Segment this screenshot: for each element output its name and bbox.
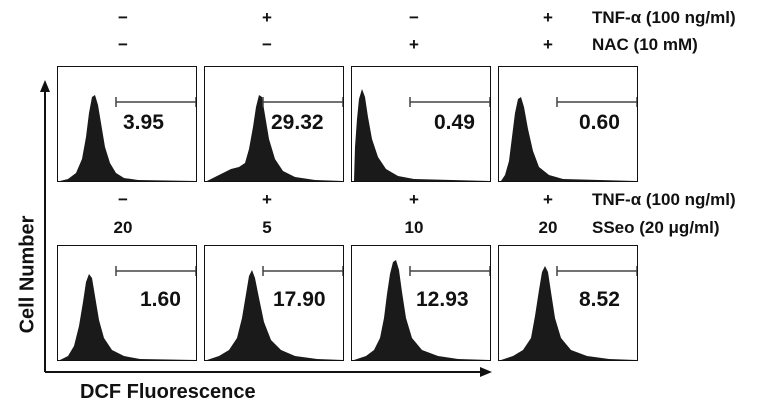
gate-value: 8.52 <box>579 288 620 311</box>
y-axis-arrowhead <box>40 80 50 92</box>
top-sign-r2-1: − <box>118 35 128 54</box>
histogram-shape <box>501 97 637 181</box>
histogram-panel-bottom-2: 17.90 <box>204 245 344 361</box>
histogram-panel-bottom-1: 1.60 <box>57 245 197 361</box>
histogram-shape <box>354 260 490 360</box>
gate-value: 17.90 <box>273 288 326 311</box>
y-axis-label: Cell Number <box>16 215 39 334</box>
gate-marker <box>556 266 637 276</box>
top-sign-r1-2: + <box>262 8 272 27</box>
histogram-shape <box>207 95 343 181</box>
histogram-bottom-2 <box>207 266 343 360</box>
histogram-panel-top-1: 3.95 <box>57 66 197 182</box>
histogram-shape <box>207 270 343 360</box>
bottom-cond-r1: TNF-α (100 ng/ml) <box>592 190 736 209</box>
histogram-bottom-4 <box>501 266 637 360</box>
top-sign-r1-1: − <box>118 8 128 27</box>
bottom-sign-r1-2: + <box>262 190 272 209</box>
histogram-shape <box>501 266 637 360</box>
gate-value: 12.93 <box>416 288 469 311</box>
top-sign-r2-3: + <box>409 35 419 54</box>
histogram-shape <box>60 274 196 360</box>
histogram-panel-bottom-3: 12.93 <box>351 245 491 361</box>
top-cond-r1: TNF-α (100 ng/ml) <box>592 8 736 27</box>
bottom-dose-3: 10 <box>404 218 424 237</box>
gate-value: 0.49 <box>434 111 475 134</box>
gate-value: 3.95 <box>123 111 164 134</box>
bottom-sign-r1-3: + <box>409 190 419 209</box>
bottom-dose-1: 20 <box>113 218 133 237</box>
top-cond-r2: NAC (10 mM) <box>592 35 698 54</box>
histogram-panel-top-3: 0.49 <box>351 66 491 182</box>
top-sign-r1-4: + <box>543 8 553 27</box>
gate-marker <box>556 97 637 107</box>
x-axis-label: DCF Fluorescence <box>80 381 256 403</box>
bottom-dose-2: 5 <box>262 218 272 237</box>
bottom-sign-r1-4: + <box>543 190 553 209</box>
top-sign-r2-4: + <box>543 35 553 54</box>
histogram-top-2 <box>207 95 343 181</box>
histogram-bottom-3 <box>354 260 490 360</box>
gate-marker <box>262 266 343 276</box>
histogram-shape <box>354 89 490 181</box>
gate-marker <box>115 266 196 276</box>
bottom-sign-r1-1: − <box>118 190 128 209</box>
bottom-cond-r2: SSeo (20 μg/ml) <box>592 218 720 237</box>
histogram-panel-top-2: 29.32 <box>204 66 344 182</box>
gate-marker <box>262 97 343 107</box>
histogram-panel-bottom-4: 8.52 <box>498 245 638 361</box>
gate-marker <box>409 97 490 107</box>
histogram-top-1 <box>60 95 196 181</box>
histogram-top-4 <box>501 97 637 181</box>
gate-value: 1.60 <box>140 288 181 311</box>
gate-value: 0.60 <box>579 111 620 134</box>
histogram-top-3 <box>354 89 490 181</box>
histogram-bottom-1 <box>60 266 196 360</box>
top-sign-r1-3: − <box>409 8 419 27</box>
histogram-panel-top-4: 0.60 <box>498 66 638 182</box>
gate-marker <box>409 266 490 276</box>
top-sign-r2-2: − <box>262 35 272 54</box>
bottom-dose-4: 20 <box>538 218 558 237</box>
x-axis-arrowhead <box>480 367 492 377</box>
histogram-shape <box>60 95 196 181</box>
gate-value: 29.32 <box>271 111 324 134</box>
gate-marker <box>115 97 196 107</box>
